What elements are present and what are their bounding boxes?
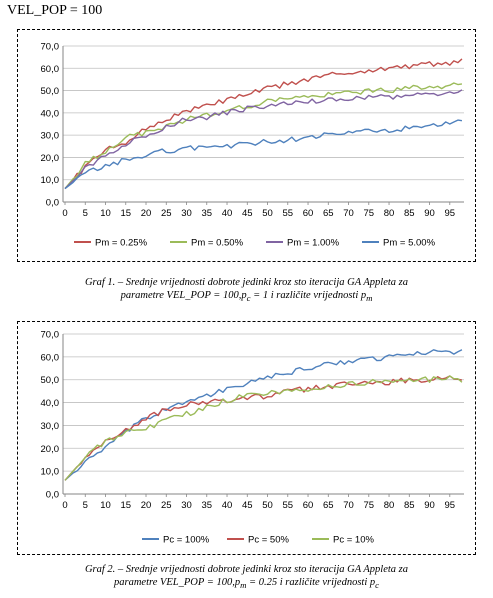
chart-1-x-tick-label: 70 [343, 208, 354, 219]
chart-2-x-tick-label: 60 [303, 500, 314, 511]
chart-1-x-tick-label: 90 [424, 208, 435, 219]
chart-2-x-tick-label: 65 [323, 500, 334, 511]
chart-2-legend-label: Pc = 10% [333, 535, 374, 546]
chart-2-y-tick-label: 0,0 [46, 490, 59, 501]
chart-2: 0,0 10,0 20,0 30,0 40,0 50,0 60,0 70,0 0 5 10 15 20 2… [41, 330, 464, 546]
chart-1-x-tick-label: 0 [62, 208, 67, 219]
chart-2-x-tick-label: 5 [83, 500, 88, 511]
chart-2-y-tick-label: 40,0 [41, 398, 60, 409]
chart-2-series-line-3 [64, 375, 463, 481]
chart-1-x-tick-label: 20 [141, 208, 152, 219]
chart-2-x-tick-label: 90 [424, 500, 435, 511]
chart-2-x-tick-label: 15 [120, 500, 131, 511]
chart-1-legend-label: Pm = 5.00% [383, 238, 436, 249]
chart-2-legend-item-1: Pc = 100% [142, 535, 210, 546]
chart-1-legend-label: Pm = 0.50% [191, 238, 244, 249]
chart-2-x-tick-label: 85 [404, 500, 415, 511]
chart-2-caption: Graf 2. – Srednje vrijednosti dobrote je… [0, 563, 493, 592]
chart-2-x-tick-label: 25 [161, 500, 172, 511]
chart-1-y-tick-label: 60,0 [41, 64, 60, 75]
chart-1-legend-item-1: Pm = 0.25% [74, 238, 148, 249]
chart-1-x-tick-label: 55 [282, 208, 293, 219]
chart-2-y-tick-label: 70,0 [41, 330, 60, 341]
chart-1-y-tick-label: 50,0 [41, 86, 60, 97]
chart-1-series-line-4 [64, 119, 463, 190]
chart-1-series-line-1 [64, 58, 463, 190]
chart-1-x-tick-label: 25 [161, 208, 172, 219]
chart-2-x-tick-label: 55 [282, 500, 293, 511]
chart-1-caption: Graf 1. – Srednje vrijednosti dobrote je… [0, 276, 493, 305]
chart-2-x-tick-label: 10 [100, 500, 111, 511]
chart-2-caption-line-1: Graf 2. – Srednje vrijednosti dobrote je… [84, 564, 409, 575]
chart-1-y-tick-label: 40,0 [41, 108, 60, 119]
chart-1: 0,0 10,0 20,0 30,0 40,0 50,0 60,0 70,0 0 5 10 15 20 2… [41, 42, 464, 249]
chart-1-x-tick-label: 80 [384, 208, 395, 219]
chart-2-legend-label: Pc = 100% [163, 535, 210, 546]
chart-2-x-tick-label: 20 [141, 500, 152, 511]
page-heading: VEL_POP = 100 [7, 3, 103, 18]
chart-2-y-tick-label: 10,0 [41, 467, 60, 478]
chart-2-x-tick-label: 40 [222, 500, 233, 511]
chart-1-x-tick-label: 30 [181, 208, 192, 219]
chart-2-y-tick-label: 30,0 [41, 421, 60, 432]
chart-2-legend-item-2: Pc = 50% [227, 535, 289, 546]
chart-1-x-tick-label: 35 [201, 208, 212, 219]
chart-1-x-tick-label: 10 [100, 208, 111, 219]
chart-1-x-tick-label: 15 [120, 208, 131, 219]
chart-2-legend-item-3: Pc = 10% [312, 535, 374, 546]
chart-1-x-tick-label: 60 [303, 208, 314, 219]
chart-2-series-line-2 [64, 375, 463, 481]
chart-2-x-tick-label: 45 [242, 500, 253, 511]
chart-1-legend-item-3: Pm = 1.00% [266, 238, 340, 249]
chart-1-legend-item-4: Pm = 5.00% [362, 238, 436, 249]
chart-2-x-tick-label: 75 [363, 500, 374, 511]
chart-1-x-tick-label: 40 [222, 208, 233, 219]
chart-1-x-tick-label: 45 [242, 208, 253, 219]
chart-2-x-tick-label: 50 [262, 500, 273, 511]
chart-1-legend-item-2: Pm = 0.50% [170, 238, 244, 249]
chart-1-x-tick-label: 5 [83, 208, 88, 219]
chart-1-legend-label: Pm = 0.25% [95, 238, 148, 249]
chart-1-frame: 0,0 10,0 20,0 30,0 40,0 50,0 60,0 70,0 0 5 10 15 20 2… [17, 29, 476, 262]
chart-2-y-tick-label: 20,0 [41, 444, 60, 455]
chart-2-x-tick-label: 95 [445, 500, 456, 511]
chart-2-x-tick-label: 70 [343, 500, 354, 511]
chart-2-frame: 0,0 10,0 20,0 30,0 40,0 50,0 60,0 70,0 0 5 10 15 20 2… [17, 321, 476, 555]
chart-1-x-tick-label: 85 [404, 208, 415, 219]
chart-1-caption-line-2: parametre VEL_POP = 100,pc = 1 i različi… [120, 290, 373, 304]
chart-1-x-tick-label: 75 [363, 208, 374, 219]
chart-2-x-tick-label: 35 [201, 500, 212, 511]
chart-1-x-tick-label: 95 [445, 208, 456, 219]
chart-2-x-tick-label: 80 [384, 500, 395, 511]
chart-2-x-tick-label: 0 [62, 500, 67, 511]
chart-1-x-tick-label: 65 [323, 208, 334, 219]
chart-2-caption-line-2: parametre VEL_POP = 100,pm = 0.25 i razl… [114, 577, 379, 591]
chart-1-legend-label: Pm = 1.00% [287, 238, 340, 249]
chart-2-y-tick-label: 50,0 [41, 375, 60, 386]
chart-1-x-tick-label: 50 [262, 208, 273, 219]
chart-2-series-line-1 [64, 349, 463, 481]
chart-1-series-line-3 [64, 89, 463, 190]
chart-1-series-line-2 [64, 82, 463, 190]
chart-1-y-tick-label: 70,0 [41, 42, 60, 53]
chart-1-y-tick-label: 20,0 [41, 153, 60, 164]
chart-2-y-tick-label: 60,0 [41, 352, 60, 363]
chart-1-y-tick-label: 30,0 [41, 131, 60, 142]
chart-2-x-tick-label: 30 [181, 500, 192, 511]
chart-1-y-tick-label: 10,0 [41, 175, 60, 186]
chart-2-legend-label: Pc = 50% [248, 535, 289, 546]
chart-1-caption-line-1: Graf 1. – Srednje vrijednosti dobrote je… [84, 277, 409, 288]
chart-1-y-tick-label: 0,0 [46, 198, 59, 209]
